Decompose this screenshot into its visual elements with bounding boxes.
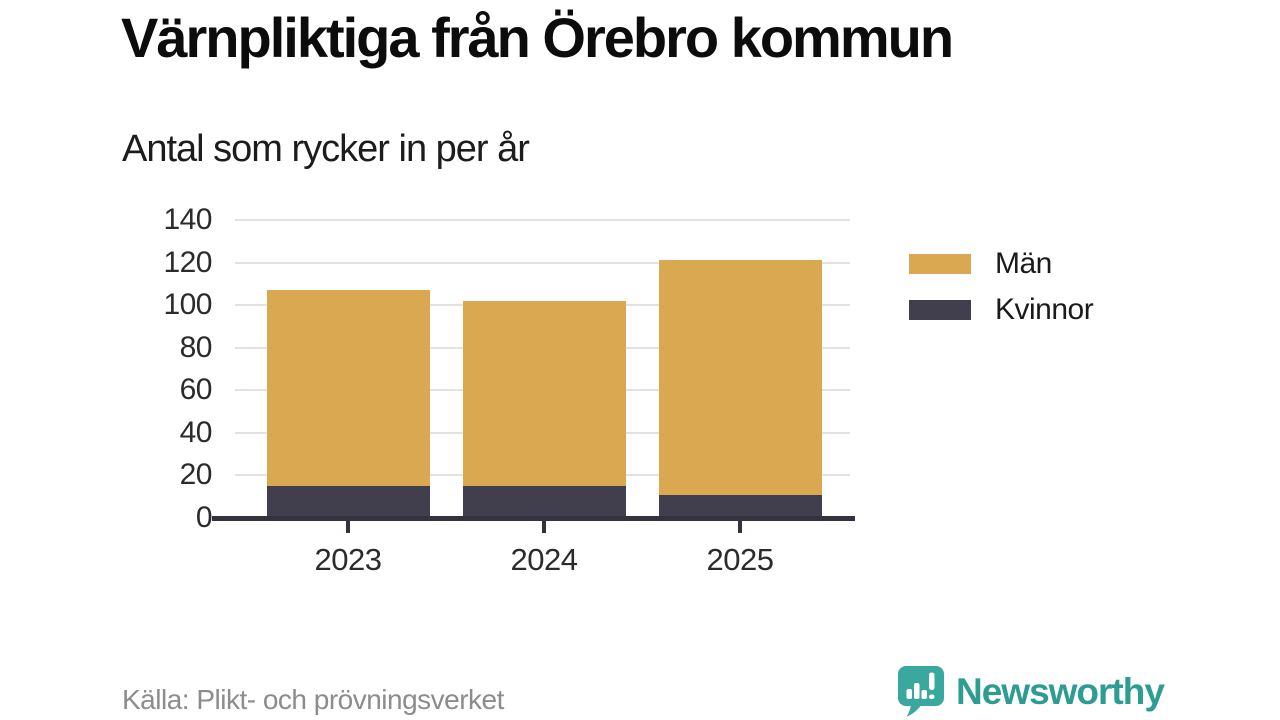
y-tick-label: 140 [163,203,212,236]
legend-swatch-man [909,254,971,274]
legend-label-kvinnor: Kvinnor [995,293,1094,326]
chart-subtitle: Antal som rycker in per år [122,128,530,170]
x-tick-label: 2024 [510,542,578,577]
source-caption: Källa: Plikt- och prövningsverket [122,684,504,715]
y-tick-label: 20 [179,458,213,492]
y-tick-label: 40 [179,415,213,449]
legend-swatch-kvinnor [909,300,971,320]
y-tick-label: 120 [163,245,212,279]
chart-legend: Män Kvinnor [909,245,1094,337]
bar-segment-kvinnor [658,494,822,518]
bar-segment-man [266,290,430,487]
gridline [235,261,850,264]
bar-segment-man [658,260,822,495]
newsworthy-logo: Newsworthy [896,665,1165,718]
bar-segment-kvinnor [266,486,430,518]
gridline [235,219,850,221]
chart-title: Värnpliktiga från Örebro kommun [121,6,954,69]
x-tick-label: 2023 [314,542,382,577]
bar-segment-kvinnor [462,486,626,518]
y-tick-label: 0 [195,501,213,534]
y-tick-label: 100 [163,288,212,322]
x-tick-mark [346,521,350,533]
newsworthy-logo-text: Newsworthy [956,670,1165,712]
x-axis-line [212,516,855,521]
x-tick-mark [738,521,742,533]
legend-item-kvinnor: Kvinnor [909,291,1094,329]
x-tick-label: 2025 [706,542,774,577]
y-tick-label: 60 [179,373,213,407]
legend-item-man: Män [909,245,1093,283]
x-tick-mark [542,521,546,533]
legend-label-man: Män [995,247,1052,280]
bar-segment-man [462,300,626,487]
newsworthy-speech-bubble-chart-icon [898,666,944,717]
y-tick-label: 80 [179,330,213,364]
